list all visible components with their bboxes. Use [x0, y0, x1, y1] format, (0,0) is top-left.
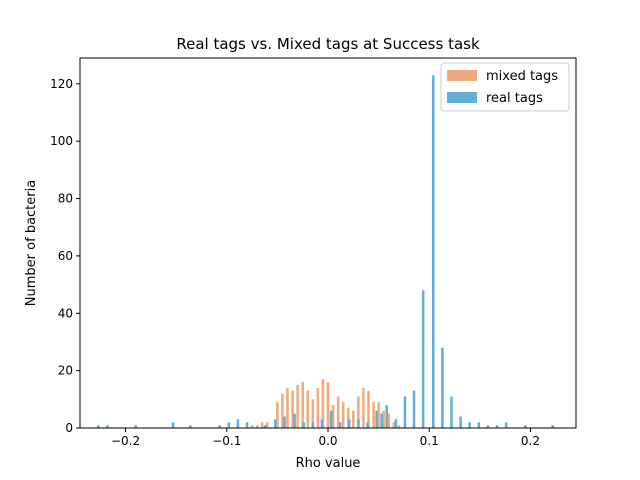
y-tick-label: 60 — [58, 249, 73, 263]
real-tags-bar — [320, 419, 324, 428]
x-tick-label: −0.2 — [111, 434, 140, 448]
mixed-tags-bar — [392, 422, 396, 428]
y-tick-label: 20 — [58, 364, 73, 378]
mixed-tags-bar — [377, 402, 380, 428]
mixed-tags-bar — [346, 407, 350, 428]
mixed-tags-bar — [250, 425, 254, 428]
mixed-tags-bar — [336, 396, 340, 428]
x-tick-label: 0.0 — [318, 434, 337, 448]
real-tags-bar — [329, 410, 333, 428]
real-tags-bar — [338, 422, 342, 428]
real-tags-bar — [551, 425, 554, 428]
mixed-tags-bar — [321, 379, 325, 428]
mixed-tags-bar — [291, 390, 294, 428]
real-tags-bar — [347, 419, 351, 428]
legend-label-real-tags: real tags — [486, 91, 543, 106]
real-tags-bar — [293, 413, 296, 428]
x-tick-label: 0.1 — [420, 434, 439, 448]
mixed-tags-bar — [301, 382, 304, 428]
mixed-tags-bar — [367, 390, 370, 428]
real-tags-bar — [236, 419, 240, 428]
real-tags-bar — [421, 290, 425, 428]
mixed-tags-bar — [306, 390, 310, 428]
mixed-tags-bar — [281, 393, 284, 428]
x-axis: −0.2 −0.1 0.0 0.1 0.2 — [111, 428, 540, 448]
chart-title: Real tags vs. Mixed tags at Success task — [176, 35, 480, 53]
y-tick-label: 80 — [58, 192, 73, 206]
real-tags-bar — [403, 396, 407, 428]
y-tick-label: 40 — [58, 306, 73, 320]
x-tick-label: −0.1 — [212, 434, 241, 448]
mixed-tags-bar — [266, 422, 269, 428]
y-tick-label: 100 — [50, 134, 73, 148]
real-tags-bar — [495, 425, 499, 428]
mixed-tags-bar — [276, 402, 279, 428]
real-tags-bar — [245, 422, 249, 428]
mixed-tags-bar — [387, 413, 390, 428]
real-tags-bar — [468, 422, 471, 428]
mixed-tags-bar — [296, 384, 299, 428]
real-tags-bar — [486, 425, 490, 428]
real-tags-bar — [96, 425, 100, 428]
real-tags-bar — [375, 410, 378, 428]
x-axis-label: Rho value — [296, 456, 361, 471]
mixed-tags-bar — [286, 387, 289, 428]
mixed-tags-bar — [326, 382, 330, 428]
real-tags-bar — [441, 347, 444, 428]
mixed-tags-bar — [260, 422, 264, 428]
real-tags-bar — [106, 425, 109, 428]
real-tags-bar — [263, 425, 267, 428]
legend-swatch-real-tags — [447, 92, 477, 103]
real-tags-bar — [504, 422, 508, 428]
real-tags-bar — [394, 419, 398, 428]
real-tags-bar — [302, 422, 305, 428]
mixed-tags-bar — [331, 405, 335, 428]
real-tags-bar — [357, 419, 360, 428]
real-tags-bar — [459, 416, 462, 428]
real-tags-bar — [432, 75, 435, 429]
mixed-tags-bar — [352, 410, 355, 428]
real-tags-bar — [524, 425, 527, 428]
real-tags-bar — [283, 416, 286, 428]
real-tags-bar — [380, 413, 383, 428]
real-tags-bar — [477, 422, 481, 428]
mixed-tags-bar — [311, 399, 315, 428]
real-tags-bar — [450, 396, 453, 428]
real-tags-bar — [311, 422, 315, 428]
real-tags-bar — [171, 422, 175, 428]
mixed-tags-bar — [316, 387, 320, 428]
real-tags-bar — [189, 425, 192, 428]
x-tick-label: 0.2 — [521, 434, 540, 448]
y-tick-label: 0 — [65, 421, 73, 435]
y-axis: 0 20 40 60 80 100 120 — [50, 77, 80, 435]
real-tags-bar — [412, 390, 416, 428]
mixed-tags-bars — [250, 379, 401, 428]
y-axis-label: Number of bacteria — [24, 180, 39, 306]
real-tags-bars — [96, 75, 554, 429]
mixed-tags-bar — [397, 425, 401, 428]
mixed-tags-bar — [372, 402, 375, 428]
mixed-tags-bar — [341, 402, 345, 428]
legend-label-mixed-tags: mixed tags — [486, 69, 558, 84]
mixed-tags-bar — [255, 425, 259, 428]
y-tick-label: 120 — [50, 77, 73, 91]
real-tags-bar — [218, 425, 221, 428]
mixed-tags-bar — [382, 410, 385, 428]
mixed-tags-bar — [357, 396, 360, 428]
legend-swatch-mixed-tags — [447, 70, 477, 81]
real-tags-bar — [134, 425, 137, 428]
real-tags-bar — [227, 422, 231, 428]
legend: mixed tags real tags — [440, 62, 570, 112]
real-tags-bar — [366, 422, 369, 428]
real-tags-bar — [274, 419, 277, 428]
real-tags-bar — [385, 405, 388, 428]
mixed-tags-bar — [362, 387, 365, 428]
